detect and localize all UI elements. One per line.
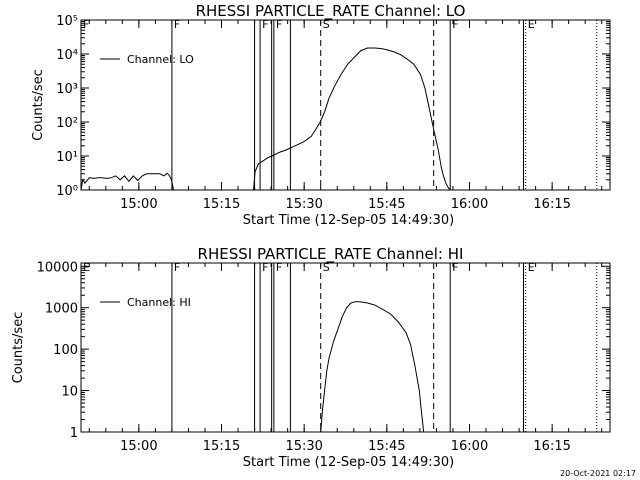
y-tick-label: 10⁰ (56, 184, 78, 199)
x-tick-label: 15:15 (203, 197, 240, 212)
plot-frame (80, 19, 611, 191)
y-axis-label: Counts/sec (11, 312, 26, 384)
y-tick-label: 10² (56, 116, 78, 131)
y-axis-label: Counts/sec (31, 69, 46, 141)
event-marker-label: F (452, 261, 458, 274)
y-tick-label: 10³ (56, 82, 78, 97)
chart-title: RHESSI PARTICLE_RATE Channel: LO (196, 2, 466, 21)
event-marker-label: F (452, 18, 458, 31)
event-marker-label: F (174, 18, 180, 31)
plot-frame (80, 262, 611, 433)
chart-title: RHESSI PARTICLE_RATE Channel: HI (198, 245, 464, 264)
y-tick-label: 10¹ (56, 150, 78, 165)
data-series-line (320, 301, 425, 433)
y-tick-label: 10⁵ (56, 14, 78, 29)
x-axis-label: Start Time (12-Sep-05 14:49:30) (243, 455, 454, 470)
y-tick-label: 100 (53, 343, 78, 358)
event-marker-label: F (276, 261, 282, 274)
legend-label: Channel: HI (127, 296, 191, 309)
y-tick-label: 10000 (37, 260, 78, 275)
event-marker-label: E (83, 261, 90, 274)
y-tick-label: 10⁴ (56, 48, 78, 63)
panel-lo: RHESSI PARTICLE_RATE Channel: LO 10⁰ 10¹ 10… (31, 2, 611, 228)
event-marker-label: S (323, 18, 330, 31)
data-series-line (80, 47, 451, 191)
event-marker-label: E (528, 18, 535, 31)
x-tick-label: 15:30 (285, 197, 322, 212)
panel-hi: RHESSI PARTICLE_RATE Channel: HI 1 10 100 10… (11, 245, 611, 470)
x-tick-label: 15:15 (203, 439, 240, 454)
legend-label: Channel: LO (127, 53, 194, 66)
event-marker-label: S (323, 261, 330, 274)
x-tick-label: 15:00 (120, 439, 157, 454)
event-marker-label: F (262, 18, 268, 31)
x-tick-label: 16:00 (451, 197, 488, 212)
event-marker-label: F (262, 261, 268, 274)
footer-timestamp: 20-Oct-2021 02:17 (560, 469, 636, 478)
x-tick-label: 15:45 (368, 439, 405, 454)
x-axis-label: Start Time (12-Sep-05 14:49:30) (243, 213, 454, 228)
event-marker-label: F (83, 18, 89, 31)
y-tick-label: 1000 (45, 302, 78, 317)
y-tick-label: 1 (70, 426, 78, 441)
x-tick-label: 16:00 (451, 439, 488, 454)
event-marker-label: E (528, 261, 535, 274)
x-tick-label: 15:30 (285, 439, 322, 454)
event-marker-label: F (174, 261, 180, 274)
x-tick-label: 15:00 (120, 197, 157, 212)
y-tick-label: 10 (61, 385, 78, 400)
x-tick-label: 16:15 (533, 197, 570, 212)
x-tick-label: 15:45 (368, 197, 405, 212)
event-marker-label: F (276, 18, 282, 31)
x-tick-label: 16:15 (533, 439, 570, 454)
